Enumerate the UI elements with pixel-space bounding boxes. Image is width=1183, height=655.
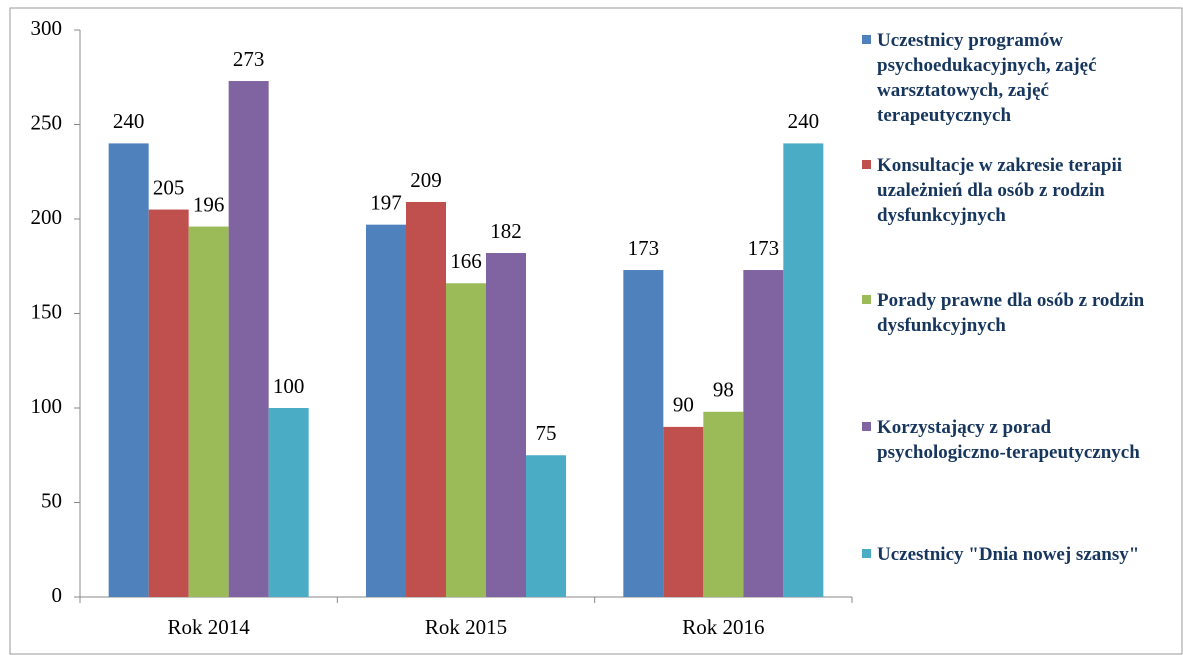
data-label: 182 — [490, 219, 522, 243]
data-label: 166 — [450, 249, 482, 273]
data-label: 100 — [273, 374, 305, 398]
legend-item: Konsultacje w zakresie terapii uzależnie… — [862, 153, 1180, 228]
data-label: 197 — [370, 190, 402, 214]
legend-label: Konsultacje w zakresie terapii uzależnie… — [877, 155, 1123, 226]
data-label: 240 — [788, 109, 820, 133]
data-label: 75 — [536, 421, 557, 445]
bar — [188, 226, 229, 597]
bar — [406, 201, 446, 598]
bar — [526, 455, 566, 597]
bar — [663, 426, 704, 597]
bar — [486, 253, 526, 597]
legend-item: Korzystający z porad psychologiczno-tera… — [862, 415, 1180, 465]
data-label: 273 — [233, 47, 265, 71]
y-tick-label: 50 — [41, 488, 62, 512]
chart-frame — [9, 7, 1183, 655]
data-label: 173 — [628, 236, 660, 260]
legend-label: Uczestnicy "Dnia nowej szansy" — [877, 544, 1140, 565]
legend-item: Uczestnicy "Dnia nowej szansy" — [862, 542, 1180, 567]
data-label: 196 — [193, 192, 225, 216]
legend-label: Porady prawne dla osób z rodzin dysfunkc… — [877, 290, 1145, 336]
bar — [703, 411, 744, 597]
data-label: 209 — [410, 168, 442, 192]
y-tick-label: 200 — [31, 205, 63, 229]
legend-item: Porady prawne dla osób z rodzin dysfunkc… — [862, 288, 1180, 338]
bar — [228, 81, 269, 597]
bar — [783, 143, 824, 597]
x-tick-label: Rok 2015 — [425, 615, 507, 639]
data-label: 240 — [113, 109, 145, 133]
bar — [148, 209, 189, 598]
x-tick-label: Rok 2016 — [682, 615, 764, 639]
legend-swatch — [862, 160, 871, 169]
legend-label: Uczestnicy programów psychoedukacyjnych,… — [877, 30, 1097, 126]
bar — [108, 143, 149, 597]
bar — [743, 270, 784, 597]
legend-item: Uczestnicy programów psychoedukacyjnych,… — [862, 28, 1180, 128]
x-tick-label: Rok 2014 — [168, 615, 251, 639]
bar — [446, 283, 486, 597]
data-label: 205 — [153, 175, 185, 199]
y-tick-label: 150 — [31, 299, 63, 323]
legend-label: Korzystający z porad psychologiczno-tera… — [877, 417, 1140, 463]
y-tick-label: 100 — [31, 394, 63, 418]
y-tick-label: 250 — [31, 110, 63, 134]
bar — [268, 408, 309, 597]
legend-swatch — [862, 295, 871, 304]
bar — [623, 270, 664, 597]
y-tick-label: 0 — [52, 583, 63, 607]
legend-swatch — [862, 549, 871, 558]
legend-swatch — [862, 422, 871, 431]
bar — [366, 224, 406, 598]
data-label: 98 — [713, 378, 734, 402]
y-tick-label: 300 — [31, 16, 63, 40]
data-label: 173 — [748, 236, 780, 260]
legend-swatch — [862, 35, 871, 44]
data-label: 90 — [673, 393, 694, 417]
